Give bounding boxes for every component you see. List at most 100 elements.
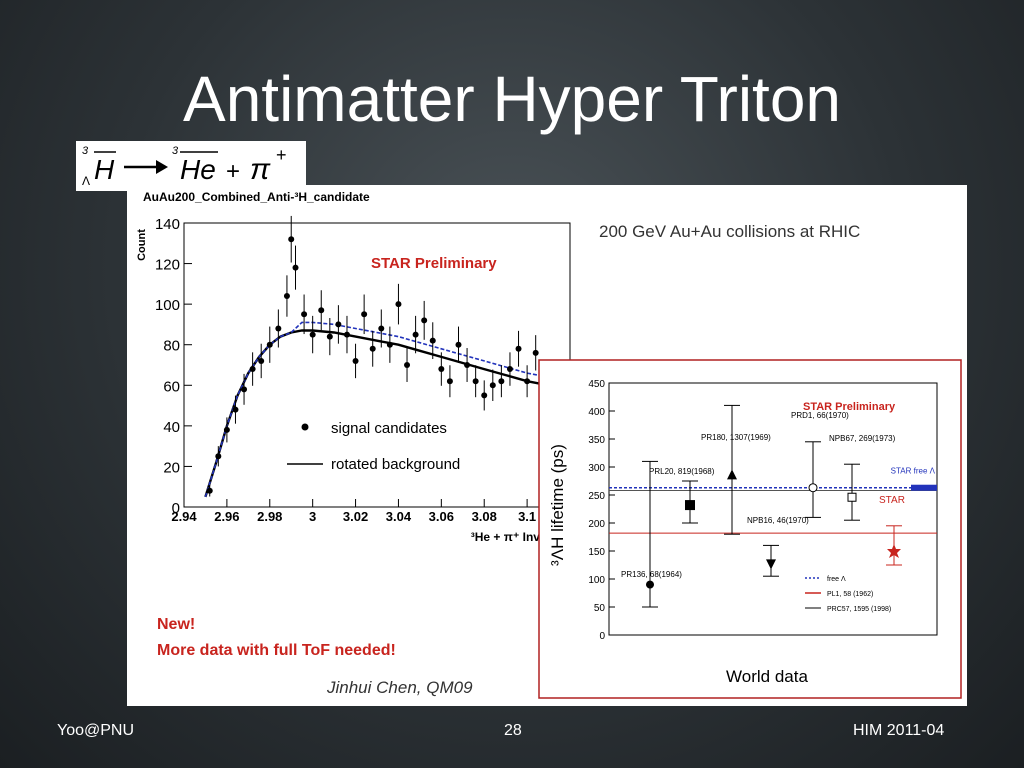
decay-formula-graphic: 3 Λ H 3 He + π + [82, 145, 287, 188]
signal-point [498, 378, 505, 385]
life-y-tick-label: 50 [594, 603, 606, 614]
mass-x-tick-label: 2.94 [171, 509, 197, 524]
signal-point [369, 345, 376, 352]
mass-x-tick-label: 3 [309, 509, 316, 524]
lifetime-point-label: NPB16, 46(1970) [747, 516, 809, 525]
footer-event: HIM 2011-04 [853, 722, 945, 739]
signal-point [532, 349, 539, 356]
lifetime-point [646, 580, 654, 589]
mass-y-tick-label: 120 [155, 257, 180, 274]
signal-point [301, 311, 308, 318]
signal-point [275, 325, 282, 332]
lifetime-point [685, 500, 695, 511]
mass-y-tick-label: 40 [163, 419, 180, 436]
mass-x-tick-label: 2.98 [257, 509, 282, 524]
lifetime-chart-title: World data [726, 667, 808, 686]
signal-point [335, 321, 342, 328]
svg-text:3: 3 [172, 145, 179, 157]
signal-point [395, 301, 402, 308]
mass-x-tick-label: 3.1 [518, 509, 536, 524]
signal-point [352, 357, 359, 364]
signal-point [283, 293, 290, 300]
mass-chart-annotation: STAR Preliminary [371, 255, 497, 272]
mass-x-tick-label: 3.08 [472, 509, 497, 524]
mass-x-tick-label: 3.06 [429, 509, 454, 524]
legend-marker-signal [301, 423, 309, 431]
svg-text:+: + [276, 145, 287, 165]
signal-point [343, 331, 350, 338]
signal-point [472, 378, 479, 385]
signal-point [438, 366, 445, 373]
lifetime-point-label: PRL20, 819(1968) [649, 467, 715, 476]
star-free-lambda-label: STAR free Λ [891, 467, 936, 476]
mass-chart-ylabel: Count [136, 229, 148, 261]
life-y-tick-label: 200 [588, 519, 605, 530]
legend-label-background: rotated background [331, 456, 460, 473]
mass-y-tick-label: 140 [155, 216, 180, 233]
mass-chart-ticks: 0 20 40 60 80 100 120 140 2.94 2.96 2.98 3 3.02 3.04 3… [155, 216, 579, 524]
signal-point [506, 366, 513, 373]
signal-point [232, 406, 239, 413]
signal-point [421, 317, 428, 324]
signal-point [361, 311, 368, 318]
signal-point [386, 341, 393, 348]
life-y-tick-label: 450 [588, 379, 605, 390]
signal-point [412, 331, 419, 338]
life-y-tick-label: 0 [599, 631, 605, 642]
mass-x-tick-label: 3.02 [343, 509, 368, 524]
lifetime-point-label: PR136, 68(1964) [621, 570, 682, 579]
svg-text:3: 3 [82, 145, 89, 157]
signal-point [455, 341, 462, 348]
lifetime-point-label: STAR [879, 495, 905, 506]
note-more-data: More data with full ToF needed! [157, 642, 396, 659]
signal-point [515, 345, 522, 352]
decay-formula: 3 Λ H 3 He + π + [76, 141, 306, 191]
mass-y-tick-label: 20 [163, 459, 180, 476]
life-y-tick-label: 150 [588, 547, 605, 558]
lifetime-point-label: NPB67, 269(1973) [829, 434, 896, 443]
blue-fit-line [204, 321, 571, 498]
signal-point [309, 331, 316, 338]
signal-point [429, 337, 436, 344]
lifetime-point-label: PRD1, 66(1970) [791, 411, 849, 420]
signal-point [404, 362, 411, 368]
svg-text:+: + [226, 158, 240, 185]
footer-page-number: 28 [504, 722, 522, 739]
signal-point [378, 325, 385, 332]
signal-point [524, 378, 531, 385]
life-y-tick-label: 100 [588, 575, 605, 586]
lifetime-point [847, 492, 857, 502]
signal-point [326, 333, 333, 340]
lifetime-chart-ticks: 0 50 100 150 200 250 300 350 400 450 [588, 379, 615, 642]
lifetime-chart-frame [608, 382, 938, 636]
lifetime-chart-ylabel: ³ΛH lifetime (ps) [548, 444, 567, 566]
note-new: New! [157, 616, 195, 633]
lifetime-point [808, 483, 818, 493]
life-y-tick-label: 300 [588, 463, 605, 474]
lifetime-chart-reference-lines: STAR free Λ [609, 467, 937, 534]
mass-y-tick-label: 80 [163, 338, 180, 355]
svg-text:H: H [94, 154, 115, 185]
slide-title: Antimatter Hyper Triton [183, 63, 841, 135]
lifetime-point [766, 559, 776, 570]
svg-text:Λ: Λ [82, 174, 90, 188]
signal-point [266, 341, 273, 348]
svg-text:He: He [180, 154, 216, 185]
lifetime-chart-points: PR136, 68(1964) PRL20, 819(1968) PR180, 13… [621, 404, 905, 608]
signal-point [249, 366, 256, 373]
signal-point [223, 426, 230, 433]
figure-panel: AuAu200_Combined_Anti-³H_candidate Count… [127, 185, 967, 706]
mass-y-tick-label: 60 [163, 378, 180, 395]
signal-point [206, 487, 213, 494]
lifetime-chart-legend: free Λ PL1, 58 (1962) PRC57, 1595 (1998) [805, 576, 891, 613]
life-y-tick-label: 350 [588, 435, 605, 446]
signal-point [292, 264, 299, 271]
life-y-tick-label: 250 [588, 491, 605, 502]
mass-x-tick-label: 2.96 [214, 509, 239, 524]
lifetime-point [887, 544, 901, 558]
signal-point [489, 382, 496, 389]
mass-y-tick-label: 100 [155, 297, 180, 314]
signal-point [288, 236, 295, 243]
svg-text:π: π [250, 153, 271, 186]
legend-label-signal: signal candidates [331, 420, 447, 437]
